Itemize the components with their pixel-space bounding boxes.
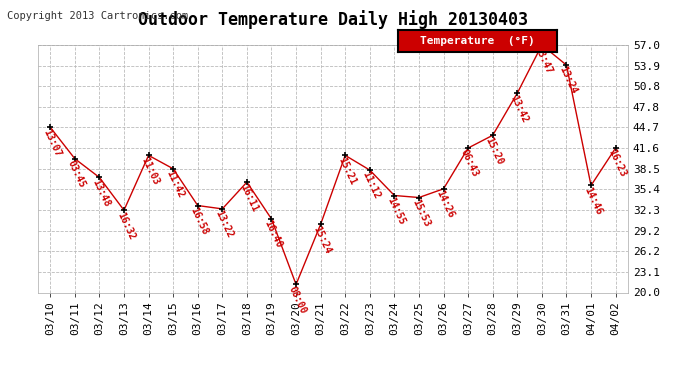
Text: 03:45: 03:45 [66, 159, 87, 190]
Text: 15:20: 15:20 [484, 135, 505, 166]
Text: Copyright 2013 Cartronics.com: Copyright 2013 Cartronics.com [7, 11, 188, 21]
Text: 15:53: 15:53 [410, 198, 431, 228]
Text: 16:58: 16:58 [188, 206, 210, 236]
Text: 16:11: 16:11 [238, 182, 259, 213]
Text: 13:47: 13:47 [533, 45, 554, 76]
Title: Outdoor Temperature Daily High 20130403: Outdoor Temperature Daily High 20130403 [138, 10, 528, 28]
Text: 14:26: 14:26 [435, 189, 456, 220]
Text: 11:12: 11:12 [361, 170, 382, 201]
Text: 11:42: 11:42 [164, 169, 186, 200]
Text: 11:03: 11:03 [139, 155, 161, 186]
Text: 15:21: 15:21 [336, 155, 357, 186]
Text: 14:55: 14:55 [385, 195, 407, 226]
Text: 13:42: 13:42 [509, 93, 530, 124]
Text: 13:24: 13:24 [558, 65, 579, 96]
Text: 16:40: 16:40 [262, 219, 284, 250]
Text: 16:32: 16:32 [115, 210, 137, 241]
Text: 13:48: 13:48 [90, 177, 112, 208]
Text: 16:23: 16:23 [607, 148, 628, 179]
Text: 13:22: 13:22 [213, 209, 235, 240]
Text: 14:46: 14:46 [582, 186, 604, 216]
Text: 13:07: 13:07 [41, 127, 63, 158]
Text: 06:43: 06:43 [459, 148, 480, 179]
Text: 08:00: 08:00 [287, 285, 308, 315]
Text: 15:24: 15:24 [312, 224, 333, 255]
